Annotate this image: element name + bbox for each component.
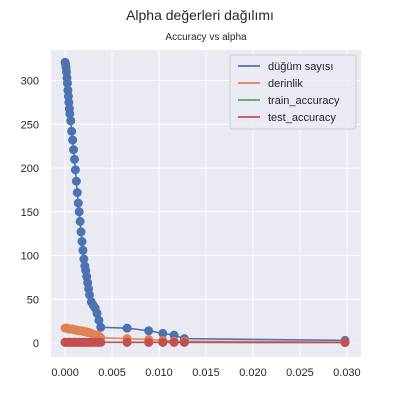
legend-label: derinlik bbox=[268, 78, 303, 90]
data-point bbox=[122, 337, 132, 347]
data-point bbox=[85, 290, 95, 300]
data-point bbox=[340, 337, 350, 347]
legend: düğüm sayısı derinlik train_accuracy test_a… bbox=[229, 54, 357, 130]
data-point bbox=[96, 322, 106, 332]
x-tick-label: 0.025 bbox=[286, 367, 314, 379]
data-point bbox=[94, 315, 104, 325]
legend-label: test_accuracy bbox=[268, 112, 336, 124]
x-tick-label: 0.020 bbox=[239, 367, 267, 379]
x-tick-labels: 0.000 0.005 0.010 0.015 0.020 0.025 0.030 bbox=[51, 367, 360, 379]
x-tick-label: 0.000 bbox=[51, 367, 79, 379]
data-point bbox=[73, 198, 83, 208]
data-point bbox=[65, 109, 75, 119]
y-tick-label: 100 bbox=[21, 251, 39, 263]
data-point bbox=[69, 154, 79, 164]
series-layer bbox=[60, 57, 350, 347]
data-point bbox=[68, 135, 78, 145]
x-tick-label: 0.005 bbox=[98, 367, 126, 379]
data-point bbox=[72, 188, 82, 198]
data-point bbox=[169, 337, 179, 347]
chart-title: Accuracy vs alpha bbox=[165, 32, 247, 43]
y-tick-label: 250 bbox=[21, 119, 39, 131]
data-point bbox=[158, 337, 168, 347]
data-point bbox=[67, 126, 77, 136]
data-point bbox=[70, 165, 80, 175]
data-point bbox=[158, 328, 168, 338]
chart-suptitle: Alpha değerleri dağılımı bbox=[126, 7, 274, 23]
data-point bbox=[144, 326, 154, 336]
y-tick-label: 50 bbox=[27, 294, 39, 306]
y-tick-label: 200 bbox=[21, 163, 39, 175]
x-tick-label: 0.015 bbox=[192, 367, 220, 379]
data-point bbox=[144, 337, 154, 347]
data-point bbox=[69, 145, 79, 155]
y-tick-label: 0 bbox=[33, 338, 39, 350]
x-tick-label: 0.030 bbox=[333, 367, 361, 379]
y-tick-label: 300 bbox=[21, 76, 39, 88]
legend-label: train_accuracy bbox=[268, 95, 340, 107]
data-point bbox=[78, 245, 88, 255]
data-point bbox=[92, 308, 102, 318]
y-tick-label: 150 bbox=[21, 207, 39, 219]
x-tick-label: 0.010 bbox=[145, 367, 173, 379]
legend-label: düğüm sayısı bbox=[268, 61, 333, 73]
series-group bbox=[60, 337, 350, 347]
data-point bbox=[76, 227, 86, 237]
data-point bbox=[62, 78, 72, 88]
data-point bbox=[179, 337, 189, 347]
data-point bbox=[77, 237, 87, 247]
data-point bbox=[74, 207, 84, 217]
series-group bbox=[60, 57, 350, 345]
data-point bbox=[122, 323, 132, 333]
data-point bbox=[75, 216, 85, 226]
data-point bbox=[96, 337, 106, 347]
data-point bbox=[79, 254, 89, 264]
y-tick-labels: 0 50 100 150 200 250 300 bbox=[21, 76, 39, 350]
data-point bbox=[71, 176, 81, 186]
data-point bbox=[66, 116, 76, 126]
legend-frame bbox=[229, 54, 357, 130]
